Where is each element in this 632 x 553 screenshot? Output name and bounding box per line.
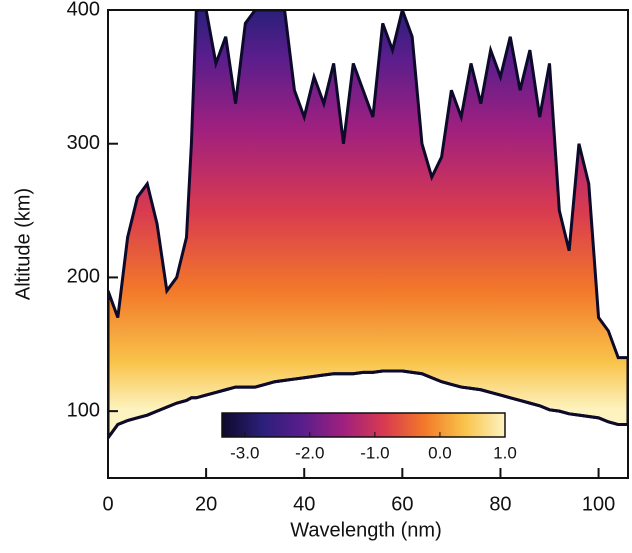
lower-boundary [108,369,628,439]
x-tick-label: 60 [391,493,413,515]
x-tick-label: 40 [293,493,315,515]
x-tick-label: 100 [582,493,615,515]
colorbar [221,412,506,438]
x-axis-label: Wavelength (nm) [290,519,442,541]
x-tick-label: 80 [489,493,511,515]
upper-boundary [108,10,628,359]
y-tick-label: 200 [67,266,100,288]
colorbar-tick-label: 1.0 [493,443,517,462]
y-tick-label: 100 [67,399,100,421]
field-group [108,10,628,441]
colorbar-tick-label: -1.0 [360,443,389,462]
y-axis-label: Altitude (km) [12,188,34,300]
plot-frame [107,9,629,479]
y-tick-label: 300 [67,132,100,154]
colorbar-tick-label: -2.0 [295,443,324,462]
y-tick-label: 400 [67,0,100,20]
colorbar-tick-label: -3.0 [230,443,259,462]
x-tick-label: 20 [195,493,217,515]
x-tick-label: 0 [102,493,113,515]
colorbar-tick-label: 0.0 [428,443,452,462]
